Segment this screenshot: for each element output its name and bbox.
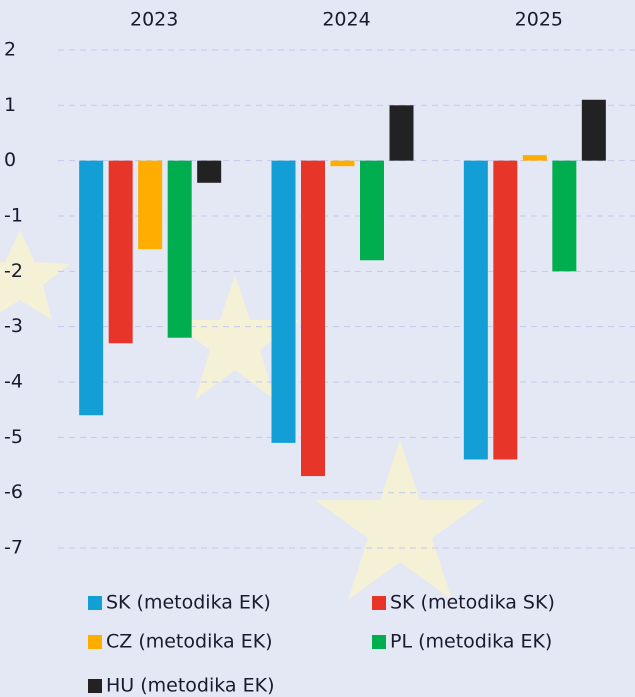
bar	[390, 105, 414, 160]
bar	[272, 161, 296, 443]
y-tick-label: -6	[4, 481, 23, 503]
bar	[331, 161, 355, 167]
legend-label: HU (metodika EK)	[106, 675, 275, 697]
legend-label: SK (metodika SK)	[390, 592, 555, 614]
legend-label: SK (metodika EK)	[106, 592, 271, 614]
bar	[168, 161, 192, 338]
x-tick-label: 2025	[515, 9, 563, 31]
bar	[582, 100, 606, 161]
bar	[552, 161, 576, 272]
bar	[79, 161, 103, 416]
legend-label: PL (metodika EK)	[390, 631, 552, 653]
y-tick-label: 1	[4, 94, 16, 116]
x-tick-label: 2024	[322, 9, 370, 31]
y-tick-label: 2	[4, 38, 16, 60]
bar	[493, 161, 517, 460]
legend-swatch	[88, 596, 102, 610]
chart: 2 1 0 -1 -2 -3 -4 -5 -6 -7 2023 2024 2025 SK (metodi…	[0, 0, 635, 697]
x-tick-label: 2023	[130, 9, 178, 31]
y-tick-label: -5	[4, 426, 23, 448]
bar	[301, 161, 325, 476]
bar	[464, 161, 488, 460]
bar	[197, 161, 221, 183]
bar	[523, 155, 547, 161]
y-tick-label: -3	[4, 315, 23, 337]
y-tick-label: -2	[4, 260, 23, 282]
legend-label: CZ (metodika EK)	[106, 631, 273, 653]
bar	[109, 161, 133, 344]
legend-swatch	[372, 596, 386, 610]
legend-swatch	[88, 635, 102, 649]
y-tick-label: -4	[4, 371, 23, 393]
bar	[360, 161, 384, 261]
bar	[138, 161, 162, 250]
y-tick-label: -7	[4, 537, 23, 559]
y-tick-label: 0	[4, 149, 16, 171]
legend-swatch	[372, 635, 386, 649]
y-tick-label: -1	[4, 204, 23, 226]
legend-swatch	[88, 679, 102, 693]
